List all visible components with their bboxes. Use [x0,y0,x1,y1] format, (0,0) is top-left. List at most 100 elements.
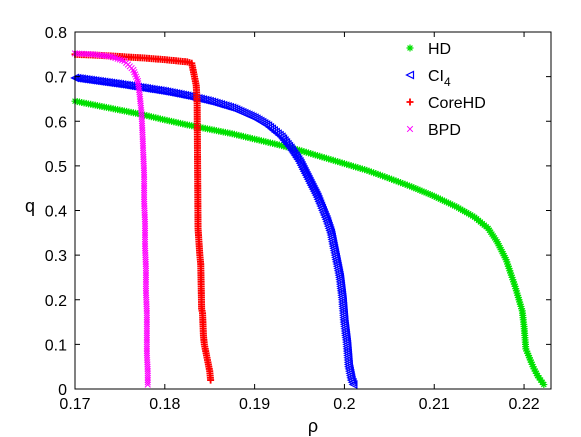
point-hd [461,207,469,215]
point-hd [494,240,502,248]
point-bpd [143,330,151,337]
point-hd [465,210,473,218]
legend-marker [406,44,414,52]
point-ci4 [289,149,299,159]
point-ci4 [300,168,310,178]
point-hd [510,278,518,286]
point-hd [383,174,391,182]
point-hd [329,156,337,164]
point-hd [451,202,459,210]
point-hd [455,204,463,212]
point-hd [510,280,518,288]
point-ci4 [290,151,300,161]
point-bpd [143,312,151,319]
point-ci4 [301,170,311,180]
point-hd [504,262,512,270]
series-hd [71,97,548,389]
point-bpd [141,182,148,190]
y-tick-label: 0.2 [45,293,67,310]
point-ci4 [320,212,330,222]
point-bpd [142,272,150,279]
point-ci4 [323,219,333,229]
point-bpd [143,318,151,326]
point-hd [385,174,393,182]
point-bpd [141,231,149,239]
point-corehd [207,376,215,384]
y-tick-label: 0.4 [45,204,67,221]
legend-label: BPD [428,122,461,139]
point-hd [503,258,511,266]
x-tick-label: 0.2 [333,396,355,413]
point-ci4 [309,186,319,196]
point-hd [349,162,357,170]
point-hd [532,369,540,377]
point-hd [442,198,450,206]
point-bpd [107,53,115,60]
point-hd [372,170,380,178]
point-bpd [142,283,150,290]
legend-marker [405,70,415,80]
point-hd [300,148,308,156]
point-hd [394,178,402,186]
point-hd [397,179,405,187]
point-bpd [144,376,151,384]
point-hd [498,248,506,256]
point-hd [524,349,532,357]
point-bpd [143,345,151,352]
x-tick-label: 0.18 [149,396,180,413]
point-bpd [141,238,149,245]
legend-item: HD [406,41,451,58]
point-hd [422,189,430,197]
point-hd [511,282,519,290]
ticks-layer: 0.17 0.18 0.19 0.2 0.21 0.22 0 0.1 0.2 0.3 0.4 0.5 0… [45,25,551,413]
point-bpd [114,55,121,62]
x-tick-label: 0.21 [419,396,450,413]
point-hd [502,256,510,264]
point-bpd [141,189,148,196]
point-hd [516,298,524,306]
point-hd [514,294,522,302]
point-bpd [142,280,150,288]
legend-item: CoreHD [406,95,486,112]
point-hd [432,193,440,201]
y-tick-label: 0.1 [45,337,67,354]
point-hd [525,352,533,360]
point-hd [428,191,436,199]
point-hd [530,365,538,373]
point-hd [512,285,520,293]
point-hd [414,185,422,193]
point-bpd [143,343,151,350]
point-hd [506,267,514,275]
point-ci4 [294,156,304,166]
y-tick-label: 0 [58,382,67,399]
point-bpd [142,267,150,274]
point-ci4 [284,141,294,151]
point-hd [531,367,539,375]
series-bpd [71,50,151,388]
point-ci4 [306,180,316,190]
point-hd [514,291,522,299]
point-hd [316,152,324,160]
point-hd [325,155,333,163]
legend-item: BPD [406,122,461,139]
point-hd [497,246,505,254]
point-ci4 [321,214,331,224]
point-hd [493,238,501,246]
point-hd [528,360,536,368]
point-hd [499,250,507,258]
point-bpd [143,314,151,321]
point-hd [500,252,508,260]
y-tick-label: 0.5 [45,159,67,176]
point-hd [449,201,457,209]
point-hd [307,150,315,158]
point-ci4 [312,192,322,202]
point-bpd [143,327,151,335]
point-bpd [141,173,148,181]
point-hd [340,160,348,168]
point-hd [420,188,428,196]
point-ci4 [298,164,308,174]
point-hd [469,212,477,220]
point-bpd [141,180,148,187]
point-ci4 [313,194,323,204]
point-ci4 [281,137,291,147]
